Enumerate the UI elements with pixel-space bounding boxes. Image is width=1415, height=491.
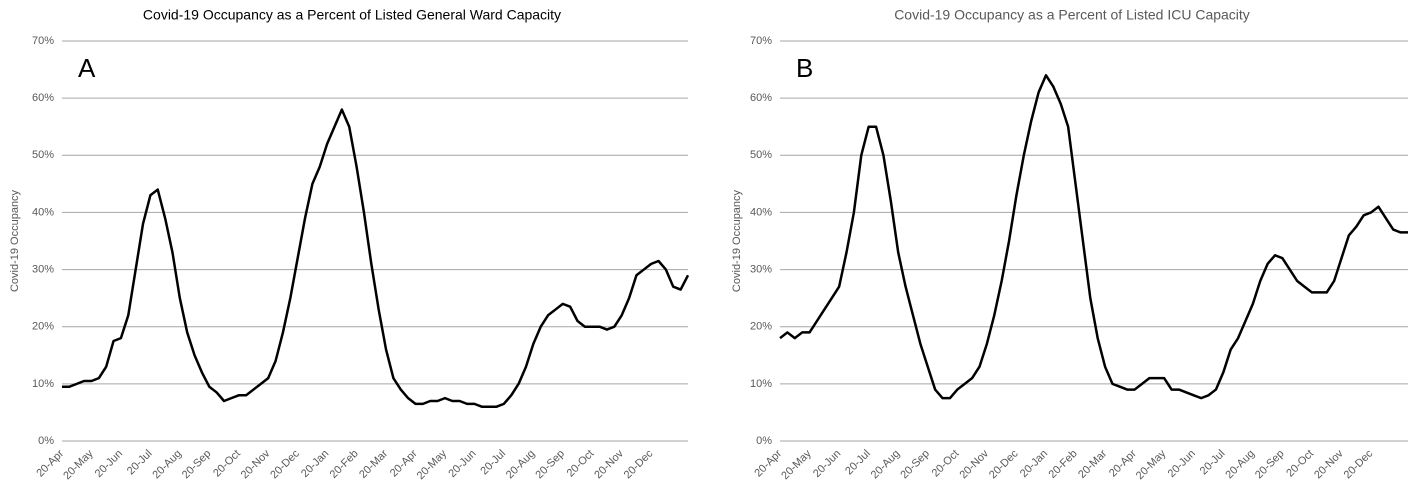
data-line bbox=[779, 74, 1408, 400]
x-tick-label: 20-Nov bbox=[957, 447, 991, 481]
x-tick-label: 20-May bbox=[61, 447, 96, 482]
chart-title: Covid-19 Occupancy as a Percent of Liste… bbox=[143, 7, 561, 23]
x-tick-label: 20-May bbox=[1134, 447, 1169, 482]
x-tick-label: 20-Jun bbox=[1166, 448, 1198, 480]
x-tick-label: 20-May bbox=[779, 447, 814, 482]
x-tick-label: 20-Aug bbox=[869, 448, 903, 482]
y-tick-label: 70% bbox=[32, 35, 54, 47]
x-tick-label: 20-Sep bbox=[180, 448, 214, 482]
x-tick-label: 20-Jan bbox=[299, 448, 331, 480]
x-tick-label: 20-Oct bbox=[1284, 448, 1316, 480]
x-tick-label: 20-Oct bbox=[930, 448, 962, 480]
x-tick-label: 20-Dec bbox=[1342, 447, 1376, 481]
y-tick-label: 30% bbox=[32, 263, 54, 275]
x-tick-label: 20-Mar bbox=[1076, 447, 1109, 480]
x-tick-label: 20-Feb bbox=[328, 448, 361, 481]
x-tick-label: 20-Jan bbox=[1018, 448, 1050, 480]
y-tick-label: 10% bbox=[750, 378, 772, 390]
y-tick-label: 20% bbox=[750, 321, 772, 333]
y-tick-label: 0% bbox=[38, 435, 54, 447]
x-tick-label: 20-Nov bbox=[1312, 447, 1346, 481]
data-line bbox=[62, 108, 690, 408]
x-tick-label: 20-Nov bbox=[592, 447, 626, 481]
chart-title: Covid-19 Occupancy as a Percent of Liste… bbox=[894, 7, 1250, 23]
x-tick-label: 20-Oct bbox=[211, 448, 243, 480]
x-tick-label: 20-Jun bbox=[811, 448, 843, 480]
x-tick-label: 20-Jun bbox=[93, 448, 125, 480]
y-tick-label: 0% bbox=[756, 435, 772, 447]
x-tick-label: 20-Aug bbox=[150, 448, 184, 482]
y-tick-label: 70% bbox=[750, 35, 772, 47]
y-tick-label: 50% bbox=[32, 149, 54, 161]
x-tick-label: 20-Sep bbox=[533, 448, 567, 482]
x-tick-label: 20-Dec bbox=[987, 447, 1021, 481]
x-tick-label: 20-Dec bbox=[622, 447, 656, 481]
y-tick-label: 10% bbox=[32, 378, 54, 390]
y-axis-title: Covid-19 Occupancy bbox=[9, 189, 21, 292]
x-tick-label: 20-Nov bbox=[239, 447, 273, 481]
y-tick-label: 40% bbox=[32, 206, 54, 218]
y-tick-label: 50% bbox=[750, 149, 772, 161]
x-tick-label: 20-Aug bbox=[504, 448, 538, 482]
y-tick-label: 40% bbox=[750, 206, 772, 218]
x-tick-label: 20-Sep bbox=[898, 448, 932, 482]
panel-label: A bbox=[78, 53, 96, 83]
x-tick-label: 20-May bbox=[415, 447, 450, 482]
y-axis-title: Covid-19 Occupancy bbox=[731, 189, 743, 292]
panel-label: B bbox=[796, 53, 813, 83]
x-tick-label: 20-Aug bbox=[1223, 448, 1257, 482]
x-tick-label: 20-Feb bbox=[1047, 448, 1080, 481]
x-tick-label: 20-Dec bbox=[268, 447, 302, 481]
x-tick-label: 20-Jun bbox=[446, 448, 478, 480]
y-tick-label: 20% bbox=[32, 321, 54, 333]
y-tick-label: 30% bbox=[750, 263, 772, 275]
y-tick-label: 60% bbox=[32, 92, 54, 104]
x-tick-label: 20-Sep bbox=[1253, 448, 1287, 482]
x-tick-label: 20-Mar bbox=[357, 447, 390, 480]
x-tick-label: 20-Oct bbox=[565, 448, 597, 480]
y-tick-label: 60% bbox=[750, 92, 772, 104]
